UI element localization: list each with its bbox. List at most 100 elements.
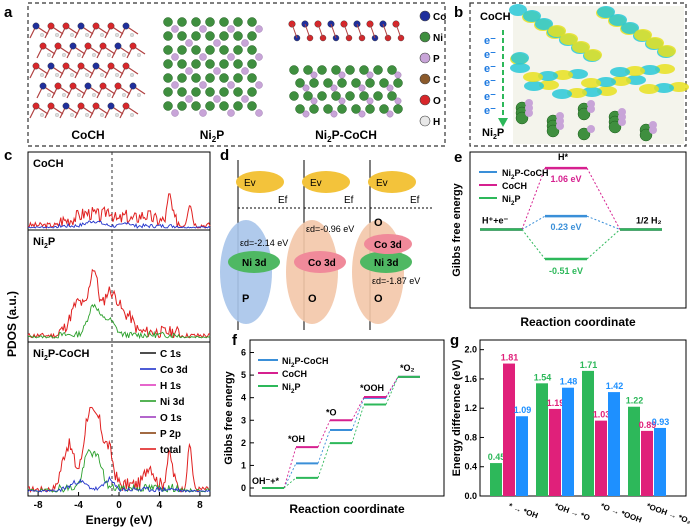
nickel-atom <box>205 45 215 55</box>
nickel-atom <box>177 17 187 27</box>
hydrogen-atom <box>85 33 89 37</box>
bar-value-label: 1.48 <box>560 377 578 387</box>
pdos-label-ni2p: Ni2P <box>33 236 55 250</box>
legend-atom-co <box>419 10 431 22</box>
nickel-atom <box>393 104 403 114</box>
bar-ni2p-coch <box>654 427 666 496</box>
cobalt-atom <box>107 102 115 110</box>
her-connector <box>586 215 621 230</box>
bar-ni2p-coch <box>608 392 620 496</box>
her-x-axis-label: Reaction coordinate <box>520 315 636 329</box>
oer-connector <box>351 396 365 421</box>
her-y-axis-label: Gibbs free energy <box>451 182 463 276</box>
charge-accumulation <box>560 33 578 45</box>
nickel-atom <box>177 101 187 111</box>
oxygen-atom <box>54 82 62 90</box>
nickel-atom <box>163 31 173 41</box>
ef-label: Ef <box>278 195 288 206</box>
legend-atom-c <box>419 73 431 85</box>
phosphorus-atom <box>171 109 179 117</box>
nickel-atom <box>177 87 187 97</box>
pdos-y-axis-label: PDOS (a.u.) <box>5 291 19 357</box>
phosphorus-atom <box>185 39 193 47</box>
nickel-atom <box>219 87 229 97</box>
oer-connector <box>385 376 399 405</box>
oxygen-atom <box>107 62 115 70</box>
oxygen-atom <box>114 82 122 90</box>
pdos-frame <box>27 151 211 497</box>
nickel-atom <box>577 107 591 121</box>
nickel-atom <box>177 45 187 55</box>
phosphorus-atom <box>227 81 235 89</box>
charge-accumulation <box>646 37 664 49</box>
phosphorus-atom <box>338 71 346 79</box>
nickel-atom <box>577 127 591 141</box>
cobalt-atom <box>129 82 137 90</box>
structure-label-ni2p-coch: Ni2P-CoCH <box>315 128 377 144</box>
nickel-atom <box>317 65 327 75</box>
phosphorus-atom <box>171 53 179 61</box>
charge-depletion <box>509 4 527 16</box>
oer-y-tick-label: 0 <box>241 483 246 493</box>
hydrogen-atom <box>137 93 141 97</box>
oxygen-atom <box>99 82 107 90</box>
charge-accumulation <box>548 25 566 37</box>
pdos-legend-label: C 1s <box>160 349 182 360</box>
d-band-label: Ni 3d <box>242 258 266 269</box>
d-band <box>294 251 346 273</box>
hydrogen-atom <box>122 93 126 97</box>
ef-label: Ef <box>344 195 354 206</box>
charge-depletion <box>535 18 553 30</box>
phosphorus-atom <box>366 71 374 79</box>
bond <box>343 23 350 39</box>
phosphorus-atom <box>310 97 318 105</box>
charge-accumulation <box>655 64 675 74</box>
hydrogen-atom <box>77 53 81 57</box>
nickel-atom <box>247 87 257 97</box>
oxygen-atom <box>47 102 55 110</box>
legend-label-o: O <box>433 96 441 107</box>
nickel-atom <box>163 59 173 69</box>
nickel-atom <box>387 91 397 101</box>
oxygen-atom <box>47 22 55 30</box>
pdos-x-tick-label: 8 <box>197 500 203 511</box>
her-connector <box>521 167 546 230</box>
phosphorus-atom <box>185 67 193 75</box>
oxygen-atom <box>107 22 115 30</box>
oer-connector <box>283 463 297 489</box>
phosphorus-atom <box>618 118 626 126</box>
cobalt-atom <box>47 62 55 70</box>
anion-label: O <box>374 293 383 305</box>
nickel-atom <box>393 78 403 88</box>
hydrogen-atom <box>70 113 74 117</box>
nickel-atom <box>191 101 201 111</box>
valence-band <box>368 171 416 193</box>
nickel-atom <box>303 91 313 101</box>
cobalt-atom <box>122 22 130 30</box>
panel-f-letter: f <box>232 332 238 349</box>
ni2p-coch-total-dos <box>27 406 211 493</box>
charge-accumulation <box>639 84 659 94</box>
charge-accumulation <box>581 78 601 88</box>
phosphorus-atom <box>649 126 657 134</box>
bar-value-label: 1.81 <box>501 353 519 363</box>
hydrogen-atom <box>122 53 126 57</box>
d-band-center-label: εd=-2.14 eV <box>240 238 288 248</box>
phosphorus-atom <box>255 25 263 33</box>
ev-label: Ev <box>310 178 322 189</box>
d-band-label: Ni 3d <box>374 258 398 269</box>
oxygen-atom <box>92 102 100 110</box>
anion-label-top: O <box>374 217 383 229</box>
oer-y-tick-label: 6 <box>241 348 246 358</box>
hydrogen-atom <box>55 113 59 117</box>
oer-connector <box>317 442 331 478</box>
legend-label-ni: Ni <box>433 33 443 44</box>
bar-category-label: *OH → *O <box>553 501 591 522</box>
bond <box>304 23 311 39</box>
coch-structure-image <box>29 22 146 119</box>
hydrogen-atom <box>115 33 119 37</box>
nickel-atom <box>639 128 653 142</box>
electron-label: e⁻ <box>484 63 496 75</box>
charge-accumulation <box>567 88 587 98</box>
hydrogen-atom <box>55 73 59 77</box>
